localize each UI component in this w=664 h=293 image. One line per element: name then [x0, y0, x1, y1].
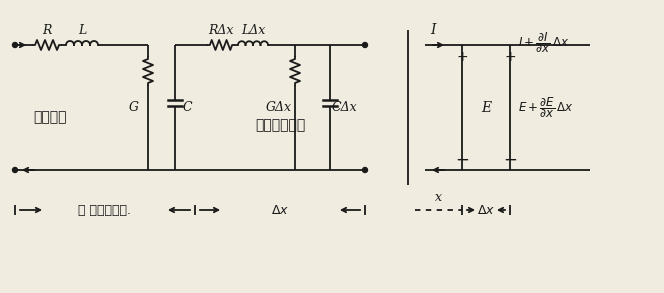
Circle shape — [363, 42, 367, 47]
Text: G: G — [129, 101, 139, 114]
Text: १ सेंमी.: १ सेंमी. — [78, 204, 131, 217]
Text: GΔx: GΔx — [266, 101, 292, 114]
Text: $I + \dfrac{\partial I}{\partial x}\,\Delta x$: $I + \dfrac{\partial I}{\partial x}\,\De… — [518, 31, 570, 55]
Text: RΔx: RΔx — [208, 24, 234, 37]
Text: x: x — [435, 191, 442, 204]
Text: R: R — [42, 24, 52, 37]
Text: $\Delta x$: $\Delta x$ — [271, 204, 289, 217]
Text: +: + — [504, 50, 516, 64]
Circle shape — [13, 168, 17, 173]
Text: I: I — [430, 23, 436, 37]
Text: $E + \dfrac{\partial E}{\partial x}\,\Delta x$: $E + \dfrac{\partial E}{\partial x}\,\De… — [518, 95, 574, 120]
Circle shape — [13, 42, 17, 47]
Text: L: L — [78, 24, 86, 37]
Text: −: − — [503, 151, 517, 169]
Text: $\Delta x$: $\Delta x$ — [477, 204, 495, 217]
Text: C: C — [182, 101, 192, 114]
Text: प्रदान: प्रदान — [255, 118, 305, 132]
Text: आदान: आदान — [33, 110, 67, 125]
Text: −: − — [455, 151, 469, 169]
Text: CΔx: CΔx — [331, 101, 357, 114]
Text: +: + — [456, 50, 468, 64]
Text: LΔx: LΔx — [241, 24, 265, 37]
Text: E: E — [481, 100, 491, 115]
Circle shape — [363, 168, 367, 173]
